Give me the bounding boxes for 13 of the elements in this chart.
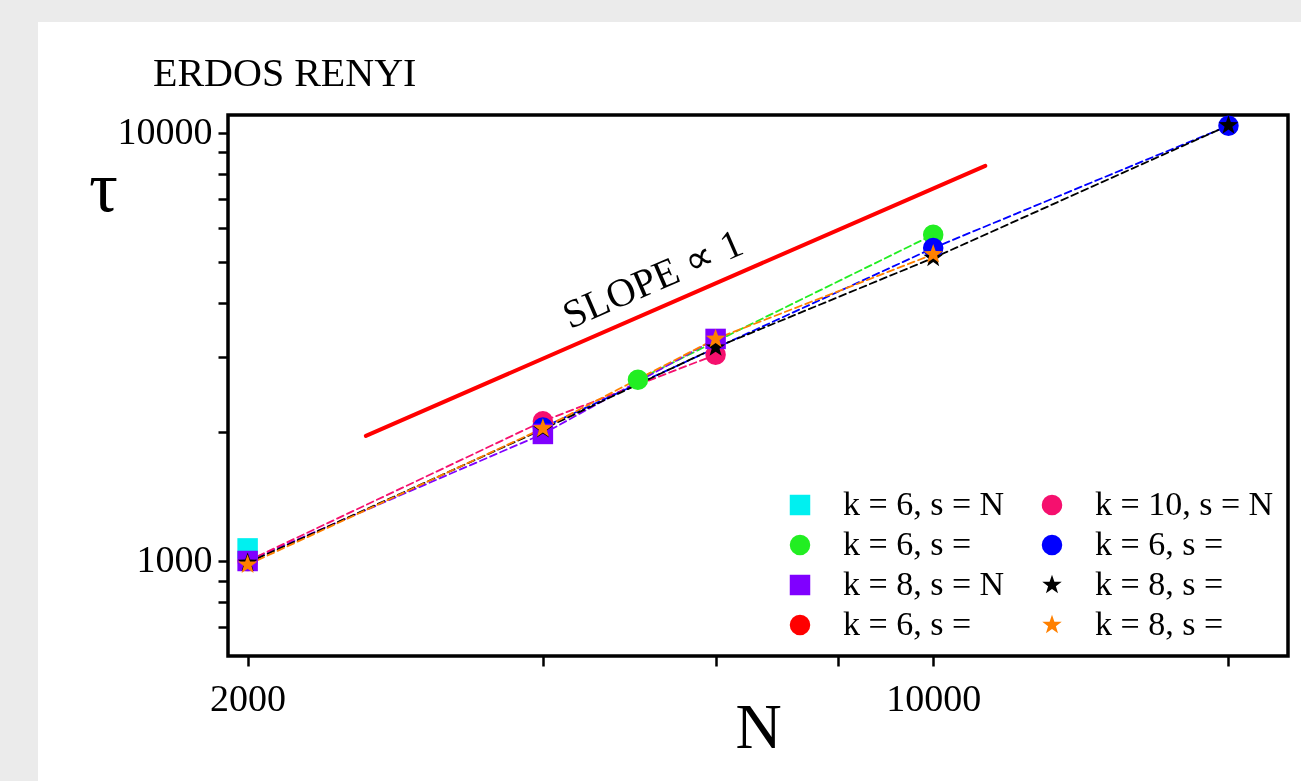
chart-title: ERDOS RENYI	[153, 49, 417, 95]
legend-label: k = 6, s =	[843, 605, 972, 642]
legend-label: k = 8, s =	[1095, 605, 1224, 642]
legend-label: k = 6, s =	[1095, 525, 1224, 562]
legend-label: k = 6, s =	[843, 525, 972, 562]
legend-label: k = 8, s =	[1095, 565, 1224, 602]
legend-label: k = 6, s = N	[843, 485, 1005, 522]
y-tick-label: 1000	[136, 538, 213, 581]
legend-label: k = 8, s = N	[843, 565, 1005, 602]
x-tick-label: 2000	[210, 676, 287, 719]
x-axis-title: N	[735, 690, 782, 762]
legend-label: k = 10, s = N	[1095, 485, 1274, 522]
y-axis-title: τ	[89, 146, 118, 227]
